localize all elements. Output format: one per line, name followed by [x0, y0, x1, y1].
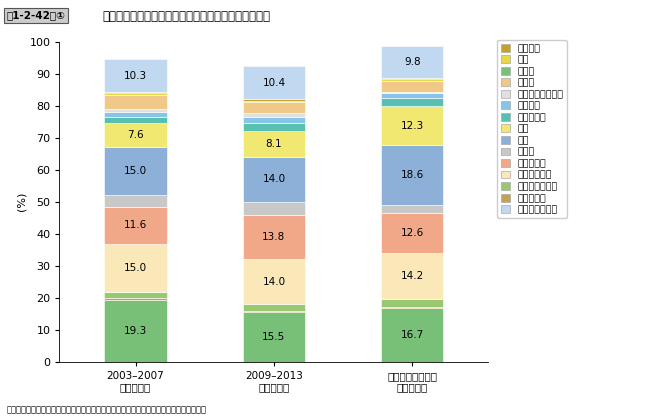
Bar	[104, 292, 167, 299]
Bar	[104, 299, 167, 300]
Bar	[243, 131, 305, 157]
Text: 14.0: 14.0	[262, 174, 286, 184]
Text: 16.7: 16.7	[401, 330, 424, 340]
Bar	[104, 59, 167, 92]
Text: 14.2: 14.2	[401, 271, 424, 281]
Bar	[243, 311, 305, 312]
Text: 15.5: 15.5	[262, 332, 286, 342]
Bar	[381, 213, 444, 253]
Bar	[381, 81, 444, 92]
Text: 第1-2-42図①: 第1-2-42図①	[7, 10, 65, 20]
Text: マイナスの倒産効果が大きい企業の特徴（業種構成）: マイナスの倒産効果が大きい企業の特徴（業種構成）	[102, 10, 271, 23]
Text: 14.0: 14.0	[262, 277, 286, 287]
Bar	[243, 215, 305, 260]
Text: 15.0: 15.0	[124, 263, 147, 273]
Bar	[243, 123, 305, 131]
Bar	[243, 113, 305, 116]
Bar	[104, 207, 167, 244]
Text: 19.3: 19.3	[124, 326, 147, 336]
Bar	[381, 93, 444, 98]
Bar	[104, 94, 167, 95]
Text: 9.8: 9.8	[404, 57, 420, 67]
Bar	[381, 92, 444, 93]
Bar	[104, 92, 167, 94]
Bar	[243, 66, 305, 99]
Bar	[381, 98, 444, 106]
Bar	[381, 78, 444, 79]
Bar	[243, 157, 305, 202]
Bar	[243, 102, 305, 113]
Text: 12.6: 12.6	[401, 228, 424, 238]
Text: 資料：独立行政法人経済産業研究所「中小企業の新陳代謝に関する分析に係る委託事業」: 資料：独立行政法人経済産業研究所「中小企業の新陳代謝に関する分析に係る委託事業」	[7, 405, 207, 414]
Bar	[243, 312, 305, 362]
Bar	[243, 101, 305, 102]
Text: 12.3: 12.3	[401, 121, 424, 131]
Bar	[243, 260, 305, 304]
Bar	[381, 145, 444, 205]
Bar	[104, 109, 167, 112]
Bar	[381, 47, 444, 78]
Bar	[104, 123, 167, 147]
Y-axis label: (%): (%)	[16, 192, 26, 211]
Text: 13.8: 13.8	[262, 232, 286, 242]
Text: 18.6: 18.6	[401, 170, 424, 180]
Text: 10.4: 10.4	[262, 78, 286, 88]
Bar	[243, 99, 305, 101]
Text: 10.3: 10.3	[124, 71, 147, 81]
Bar	[104, 95, 167, 109]
Legend: 農林漁湚, 鉱業, 建設業, 製造業, 電気・ガス・水道, 情報通信, 運輸・郵便, 卵売, 小売, 不動産, 宿泊・飲食, 生活サービス, 教育・学習支援, : 農林漁湚, 鉱業, 建設業, 製造業, 電気・ガス・水道, 情報通信, 運輸・郵…	[498, 40, 567, 218]
Text: 15.0: 15.0	[124, 166, 147, 176]
Bar	[381, 307, 444, 308]
Bar	[381, 299, 444, 307]
Bar	[243, 202, 305, 215]
Bar	[104, 196, 167, 207]
Bar	[381, 79, 444, 81]
Bar	[104, 147, 167, 196]
Bar	[381, 308, 444, 362]
Bar	[381, 205, 444, 213]
Bar	[104, 244, 167, 292]
Text: 7.6: 7.6	[127, 130, 144, 140]
Bar	[381, 106, 444, 145]
Text: 11.6: 11.6	[124, 220, 147, 230]
Bar	[104, 112, 167, 117]
Bar	[243, 116, 305, 123]
Bar	[104, 117, 167, 123]
Bar	[243, 304, 305, 311]
Text: 8.1: 8.1	[265, 139, 282, 149]
Bar	[104, 300, 167, 362]
Bar	[381, 253, 444, 299]
